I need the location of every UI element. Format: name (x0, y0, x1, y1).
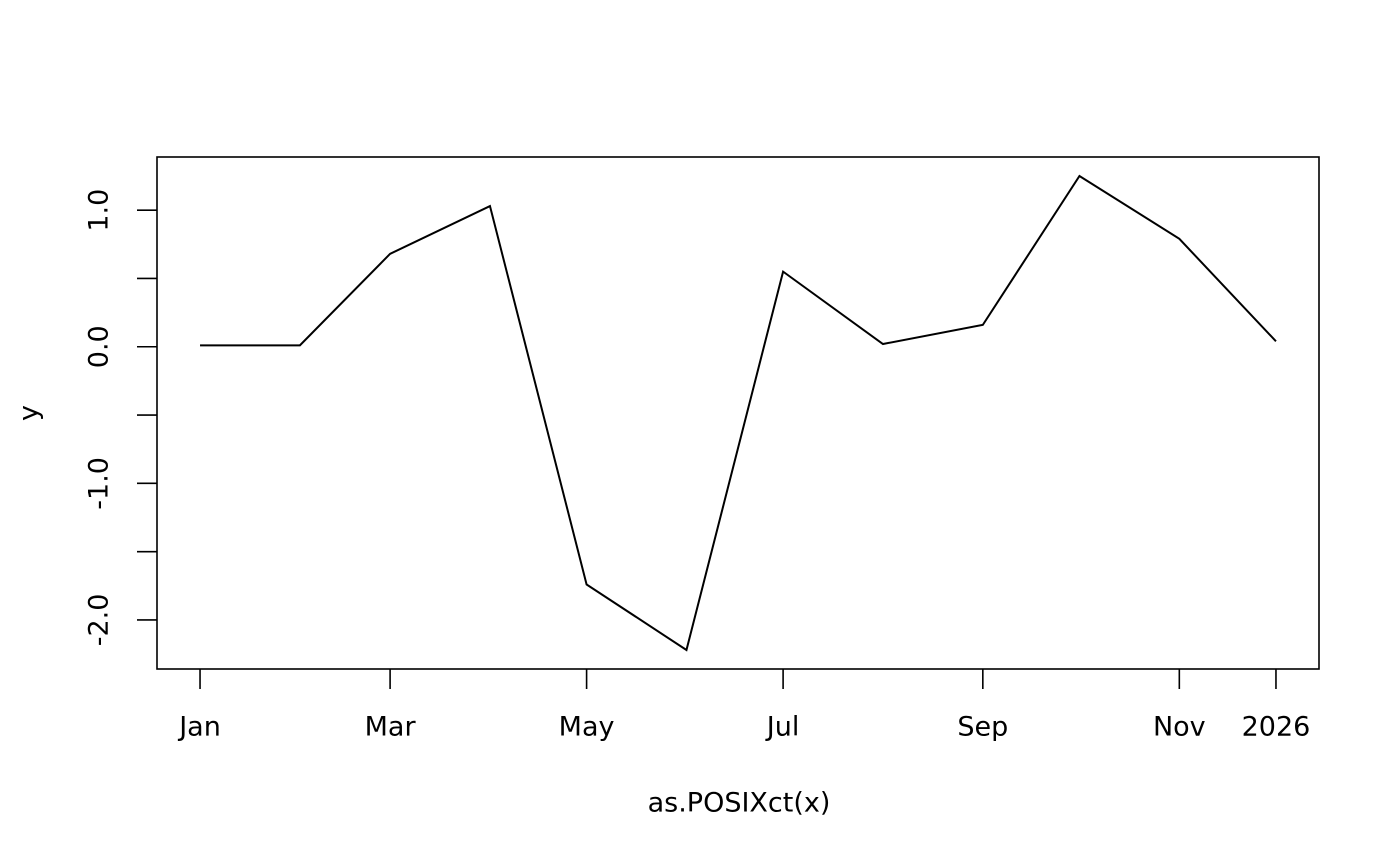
x-axis-label: as.POSIXct(x) (648, 788, 831, 819)
x-tick-label: May (559, 712, 615, 743)
x-tick-label: 2026 (1242, 712, 1311, 743)
x-tick-label: Jan (177, 712, 221, 743)
plot-frame (156, 156, 1320, 670)
x-tick-label: Nov (1153, 712, 1206, 743)
y-tick-label: 0.0 (84, 325, 115, 368)
x-tick-label: Mar (365, 712, 417, 743)
y-tick-label: -1.0 (84, 457, 115, 510)
line-series (200, 174, 1277, 652)
y-axis-label: y (14, 405, 45, 421)
y-tick-label: -2.0 (84, 594, 115, 647)
x-tick-label: Jul (765, 712, 800, 743)
x-tick-label: Sep (957, 712, 1008, 743)
y-tick-label: 1.0 (84, 189, 115, 232)
